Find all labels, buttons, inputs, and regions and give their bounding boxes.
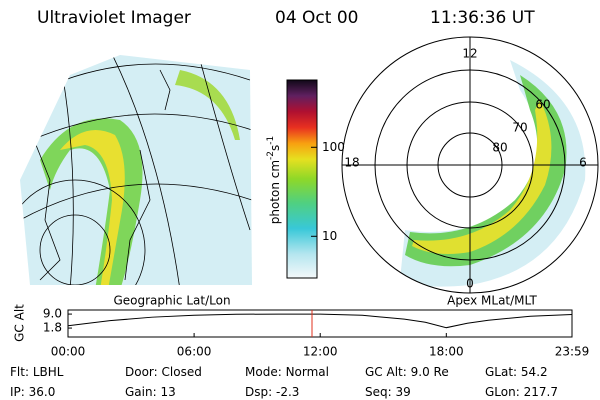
y-tick-label: 1.8 [43,321,62,335]
status-label: Mode: [245,365,282,379]
status-field: Flt: LBHL [10,365,64,379]
altitude-line [67,313,573,329]
status-label: Gain: [125,385,157,399]
status-value: 54.2 [521,365,548,379]
status-label: GLat: [485,365,517,379]
lat-label: 60 [535,98,550,112]
status-value: 36.0 [29,385,56,399]
status-label: GLon: [485,385,520,399]
status-value: LBHL [33,365,64,379]
status-label: Flt: [10,365,29,379]
colorbar-label: photon cm-2s-1 [266,136,282,225]
x-tick-label: 00:00 [51,345,86,359]
map-label: Geographic Lat/Lon [113,294,230,308]
status-value: 9.0 Re [411,365,449,379]
status-value: Closed [162,365,202,379]
date: 04 Oct 00 [275,8,358,28]
colorbar [286,79,318,279]
status-field: GLon: 217.7 [485,385,558,399]
status-value: 13 [160,385,175,399]
lat-label: 80 [492,141,507,155]
x-tick-label: 06:00 [177,345,212,359]
status-value: 39 [396,385,411,399]
status-field: Mode: Normal [245,365,329,379]
x-tick-label: 18:00 [429,345,464,359]
colorbar-tick-label: 10 [322,229,337,243]
status-label: Seq: [365,385,392,399]
status-field: GLat: 54.2 [485,365,548,379]
colorbar-tick-label: 100 [322,140,345,154]
status-value: 217.7 [524,385,558,399]
alt-y-label: GC Alt [13,304,27,342]
x-tick-label: 23:59 [555,345,590,359]
status-field: Door: Closed [125,365,202,379]
status-value: Normal [286,365,329,379]
status-value: -2.3 [276,385,299,399]
mlt-label: 12 [462,47,477,61]
x-tick-label: 12:00 [303,345,338,359]
polar-grid [341,36,599,294]
status-field: IP: 36.0 [10,385,55,399]
status-field: GC Alt: 9.0 Re [365,365,449,379]
status-label: IP: [10,385,25,399]
lat-label: 70 [512,121,527,135]
geo-image [20,55,252,285]
status-label: Dsp: [245,385,272,399]
mlt-label: 0 [466,277,474,291]
status-label: Door: [125,365,158,379]
time: 11:36:36 UT [430,8,535,28]
title: Ultraviolet Imager [37,8,191,28]
status-field: Dsp: -2.3 [245,385,299,399]
unit-exponent: -1 [266,136,276,145]
status-field: Gain: 13 [125,385,176,399]
polar-label: Apex MLat/MLT [447,294,537,308]
unit-text: photon cm [268,160,282,224]
status-field: Seq: 39 [365,385,411,399]
y-tick-label: 9.0 [43,307,62,321]
mlt-label: 6 [579,156,587,170]
unit-text: s [268,145,282,151]
status-label: GC Alt: [365,365,407,379]
mlt-label: 18 [344,156,359,170]
unit-exponent: -2 [266,151,276,160]
